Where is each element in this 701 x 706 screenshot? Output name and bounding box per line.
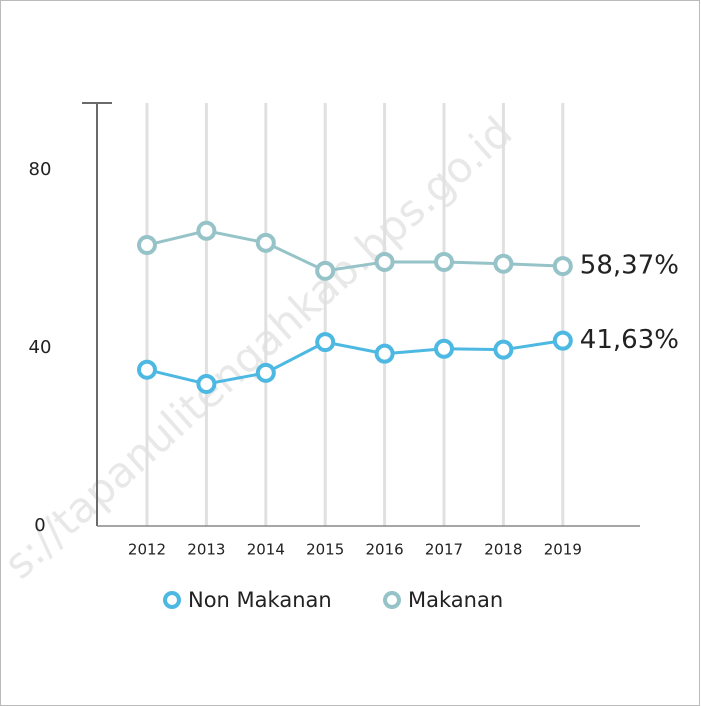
point	[374, 343, 395, 364]
point	[137, 359, 157, 380]
point	[434, 251, 454, 272]
x-tick-label: 2015	[306, 541, 344, 559]
point	[552, 256, 573, 277]
point	[315, 260, 336, 281]
point	[255, 232, 276, 253]
legend-label: Non Makanan	[188, 588, 332, 612]
point	[315, 332, 336, 353]
point	[137, 235, 157, 256]
legend-label: Makanan	[408, 588, 503, 612]
value-label: 58,37%	[580, 251, 679, 281]
point	[196, 220, 217, 241]
value-label: 41,63%	[580, 325, 679, 355]
y-tick-label: 80	[29, 159, 52, 180]
x-tick-label: 2016	[366, 541, 404, 559]
x-tick-label: 2018	[484, 541, 522, 559]
x-tick-label: 2012	[128, 541, 166, 559]
y-tick-label: 0	[34, 515, 45, 536]
x-tick-label: 2014	[247, 541, 285, 559]
point	[374, 251, 395, 272]
point	[434, 338, 454, 359]
point	[255, 362, 276, 383]
x-tick-label: 2013	[187, 541, 225, 559]
x-tick-label: 2017	[425, 541, 463, 559]
point	[196, 373, 217, 394]
point	[493, 253, 514, 274]
legend-marker	[383, 591, 401, 609]
legend-marker	[163, 591, 181, 609]
point	[552, 330, 573, 351]
point	[493, 339, 514, 360]
y-tick-label: 40	[29, 337, 52, 358]
x-tick-label: 2019	[544, 541, 582, 559]
